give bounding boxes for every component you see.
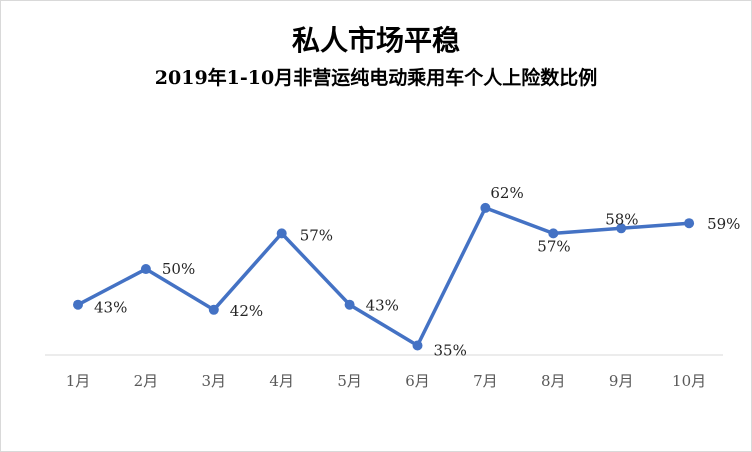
data-label: 59% bbox=[707, 215, 740, 233]
x-tick-label: 5月 bbox=[337, 372, 362, 390]
x-tick-label: 3月 bbox=[202, 372, 227, 390]
series-line bbox=[76, 206, 691, 348]
data-point bbox=[548, 228, 559, 239]
data-label: 43% bbox=[94, 299, 127, 317]
x-tick-label: 6月 bbox=[405, 372, 430, 390]
data-point bbox=[480, 202, 491, 213]
data-label: 35% bbox=[434, 341, 467, 359]
chart-subtitle: 2019年1-10月非营运纯电动乘用车个人上险数比例 bbox=[154, 67, 598, 89]
x-tick-label: 7月 bbox=[473, 372, 498, 390]
data-label: 42% bbox=[230, 302, 263, 320]
data-label: 58% bbox=[605, 210, 638, 228]
x-tick-label: 1月 bbox=[66, 372, 91, 390]
x-tick-label: 9月 bbox=[609, 372, 634, 390]
x-tick-label: 4月 bbox=[269, 372, 294, 390]
data-label: 57% bbox=[537, 237, 570, 255]
chart-title: 私人市场平稳 bbox=[291, 24, 460, 57]
x-tick-label: 2月 bbox=[134, 372, 159, 390]
data-point bbox=[73, 299, 83, 310]
x-tick-label: 8月 bbox=[541, 372, 566, 390]
data-point bbox=[140, 264, 151, 275]
x-tick-label: 10月 bbox=[672, 372, 706, 390]
data-point bbox=[684, 218, 695, 229]
data-point bbox=[276, 228, 287, 239]
data-point bbox=[344, 299, 355, 310]
data-label: 57% bbox=[300, 226, 333, 244]
data-label: 50% bbox=[162, 260, 195, 278]
data-point bbox=[412, 340, 423, 351]
data-label: 43% bbox=[366, 297, 399, 315]
data-point bbox=[208, 304, 219, 315]
data-label: 62% bbox=[490, 184, 523, 202]
data-point bbox=[616, 223, 627, 234]
